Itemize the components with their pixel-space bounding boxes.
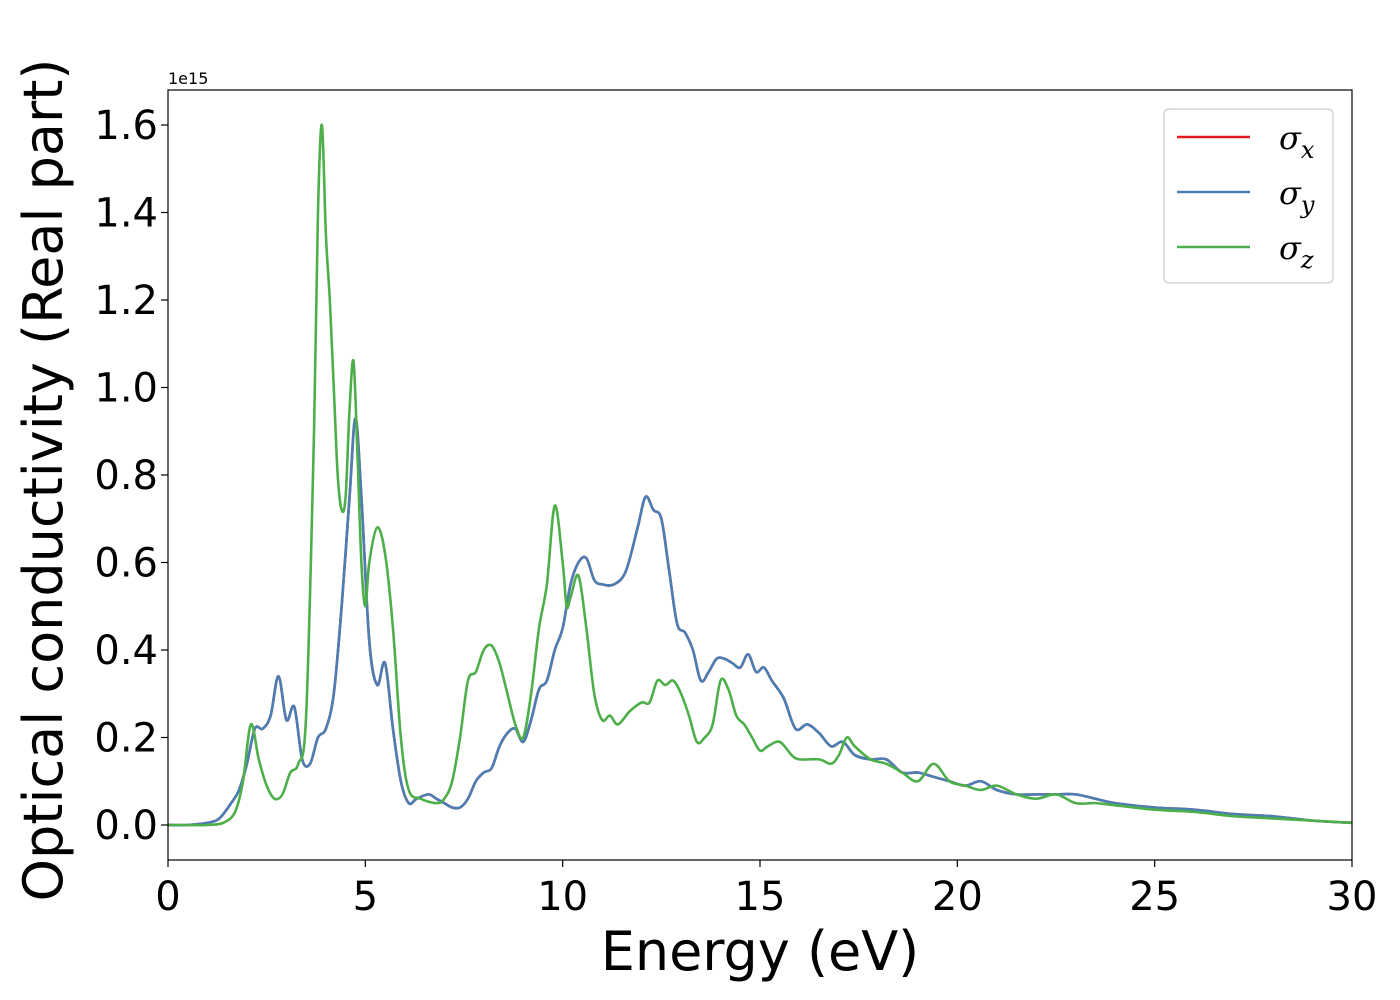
y-tick-label: 0.8 xyxy=(94,453,158,499)
legend-box xyxy=(1163,108,1334,284)
legend: σx σy σz xyxy=(1163,108,1334,284)
legend-label: σx xyxy=(1279,119,1315,164)
x-axis-ticks: 0 5 10 15 20 25 30 xyxy=(155,860,1377,920)
x-tick-label: 0 xyxy=(155,874,180,920)
y-tick-label: 0.6 xyxy=(94,541,158,587)
y-axis-offset-label: 1e15 xyxy=(168,69,208,88)
x-axis-title: Energy (eV) xyxy=(601,920,920,983)
x-tick-label: 25 xyxy=(1129,874,1180,920)
y-tick-label: 1.4 xyxy=(94,191,158,237)
x-tick-label: 30 xyxy=(1327,874,1378,920)
data-curves xyxy=(168,123,1352,827)
series-line-z xyxy=(168,123,1352,827)
y-tick-label: 1.6 xyxy=(94,103,158,149)
y-tick-label: 1.0 xyxy=(94,366,158,412)
y-tick-label: 0.0 xyxy=(94,803,158,849)
x-tick-label: 20 xyxy=(932,874,983,920)
y-axis-title: Optical conductivity (Real part) xyxy=(12,59,75,902)
x-tick-label: 5 xyxy=(353,874,378,920)
x-tick-label: 10 xyxy=(537,874,588,920)
legend-label: σz xyxy=(1279,229,1314,274)
y-tick-label: 0.2 xyxy=(94,716,158,762)
legend-item-sigma-y: σy xyxy=(1177,174,1315,219)
x-tick-label: 15 xyxy=(735,874,786,920)
series-line-y xyxy=(168,416,1352,827)
legend-item-sigma-z: σz xyxy=(1177,229,1314,274)
y-tick-label: 1.2 xyxy=(94,278,158,324)
legend-label: σy xyxy=(1279,174,1315,219)
legend-item-sigma-x: σx xyxy=(1177,119,1315,164)
y-axis-ticks: 0.0 0.2 0.4 0.6 0.8 1.0 1.2 1.4 1.6 xyxy=(94,103,168,849)
y-tick-label: 0.4 xyxy=(94,628,158,674)
